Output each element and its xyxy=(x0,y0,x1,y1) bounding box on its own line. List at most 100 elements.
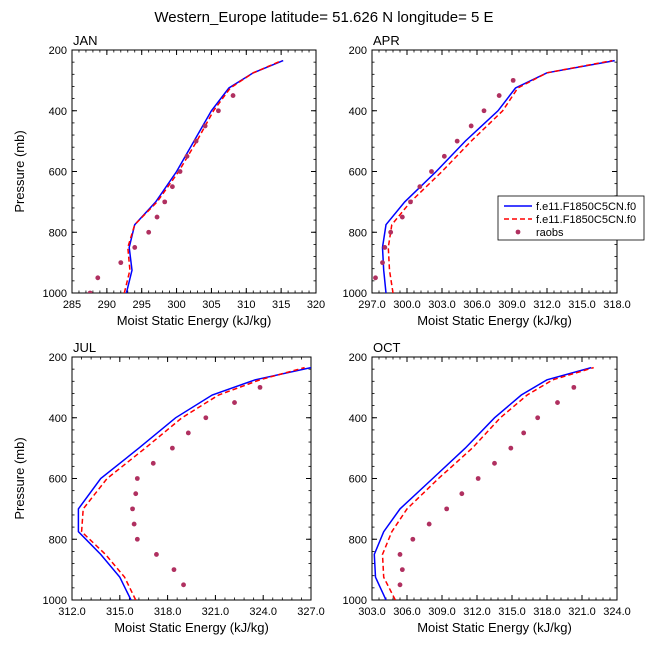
plot-area xyxy=(87,59,284,293)
x-axis-label: Moist Static Energy (kJ/kg) xyxy=(114,620,269,635)
y-tick-label: 200 xyxy=(49,352,67,364)
raobs-point xyxy=(154,552,159,557)
raobs-point xyxy=(154,214,160,220)
x-axis-label: Moist Static Energy (kJ/kg) xyxy=(117,313,272,328)
panel-jul: JUL 312.0 315.0 318.0 321.0 324.0 327.0 200 400 6… xyxy=(12,340,325,635)
y-axis-label: Pressure (mb) xyxy=(12,437,27,519)
x-tick-label: 327.0 xyxy=(297,606,325,618)
x-tick-label: 318.0 xyxy=(533,606,561,618)
raobs-point xyxy=(171,567,177,573)
raobs-point xyxy=(130,506,135,512)
raobs-point xyxy=(87,290,93,293)
raobs-point xyxy=(257,384,263,390)
y-tick-label: 800 xyxy=(49,534,67,546)
raobs-point xyxy=(468,123,474,129)
plot-area xyxy=(77,366,311,600)
model-series-1-line xyxy=(77,366,311,600)
raobs-point xyxy=(535,415,541,421)
x-tick-label: 321.0 xyxy=(202,606,230,618)
raobs-point xyxy=(185,430,191,436)
raobs-point xyxy=(397,582,403,588)
panel-jan: JAN 285 290 295 300 305 310 315 320 200 400 600 800 1… xyxy=(12,33,325,328)
raobs-point xyxy=(132,245,138,250)
raobs-point xyxy=(131,521,137,527)
panel-apr: APR 297.0 300.0 303.0 306.0 309.0 312.0 315.0 31… xyxy=(343,33,631,328)
y-tick-label: 600 xyxy=(349,167,367,179)
raobs-point xyxy=(441,153,447,159)
plot-frame xyxy=(71,49,317,294)
x-tick-label: 300 xyxy=(167,299,185,311)
raobs-point xyxy=(426,521,432,527)
panel-title: JAN xyxy=(73,33,98,48)
y-tick-label: 200 xyxy=(49,45,67,57)
raobs-point xyxy=(444,506,450,512)
model-series-2-line xyxy=(381,366,594,600)
x-tick-label: 297.0 xyxy=(358,299,386,311)
raobs-point xyxy=(492,460,497,466)
raobs-point xyxy=(388,229,394,235)
raobs-point xyxy=(429,169,434,174)
raobs-point xyxy=(380,260,385,266)
raobs-point xyxy=(232,400,237,405)
raobs-point xyxy=(118,260,124,266)
raobs-point xyxy=(95,275,101,281)
raobs-point xyxy=(382,245,388,250)
raobs-point xyxy=(555,400,560,405)
x-tick-label: 285 xyxy=(63,299,81,311)
y-tick-label: 1000 xyxy=(343,288,367,300)
x-tick-label: 324.0 xyxy=(603,606,631,618)
raobs-point xyxy=(134,536,140,542)
x-axis-label: Moist Static Energy (kJ/kg) xyxy=(417,313,572,328)
y-tick-label: 1000 xyxy=(43,595,67,607)
panel-title: OCT xyxy=(373,340,401,355)
x-tick-label: 303.0 xyxy=(428,299,456,311)
raobs-point xyxy=(184,153,190,159)
y-tick-label: 800 xyxy=(349,227,367,239)
model-series-1-line xyxy=(125,59,284,293)
x-axis-label: Moist Static Energy (kJ/kg) xyxy=(417,620,572,635)
x-tick-label: 306.0 xyxy=(463,299,491,311)
x-tick-label: 312.0 xyxy=(463,606,491,618)
raobs-point xyxy=(216,108,221,114)
x-tick-label: 320 xyxy=(307,299,325,311)
x-tick-label: 303.0 xyxy=(358,606,386,618)
x-tick-label: 315.0 xyxy=(106,606,134,618)
panel-title: JUL xyxy=(73,340,96,355)
raobs-point xyxy=(410,536,416,542)
raobs-point xyxy=(408,199,413,205)
x-tick-label: 324.0 xyxy=(249,606,277,618)
x-tick-label: 300.0 xyxy=(393,299,421,311)
raobs-point xyxy=(417,184,423,190)
y-tick-label: 200 xyxy=(349,45,367,57)
raobs-point xyxy=(571,384,577,390)
raobs-point xyxy=(146,229,152,235)
raobs-point xyxy=(475,476,481,481)
y-tick-label: 800 xyxy=(49,227,67,239)
x-tick-label: 305 xyxy=(202,299,220,311)
y-tick-label: 400 xyxy=(349,413,367,425)
raobs-point xyxy=(230,93,236,98)
y-tick-label: 600 xyxy=(349,474,367,486)
y-tick-label: 1000 xyxy=(43,288,67,300)
x-tick-label: 318.0 xyxy=(154,606,182,618)
raobs-point xyxy=(169,445,175,451)
x-tick-label: 315.0 xyxy=(498,606,526,618)
raobs-point xyxy=(459,491,465,497)
raobs-point xyxy=(181,582,186,588)
raobs-point xyxy=(373,275,378,281)
x-tick-label: 315.0 xyxy=(568,299,596,311)
model-series-1-line xyxy=(373,366,592,600)
y-tick-label: 400 xyxy=(49,106,67,118)
plot-area xyxy=(373,59,615,293)
plot-area xyxy=(373,366,594,600)
legend: f.e11.F1850C5CN.f0f.e11.F1850C5CN.f0raob… xyxy=(497,195,645,241)
raobs-point xyxy=(133,491,139,497)
raobs-point xyxy=(202,123,208,129)
raobs-point xyxy=(481,108,487,114)
raobs-point xyxy=(169,184,175,190)
legend-box xyxy=(497,195,645,241)
x-tick-label: 306.0 xyxy=(393,606,421,618)
raobs-point xyxy=(397,552,403,557)
x-tick-label: 318.0 xyxy=(603,299,631,311)
